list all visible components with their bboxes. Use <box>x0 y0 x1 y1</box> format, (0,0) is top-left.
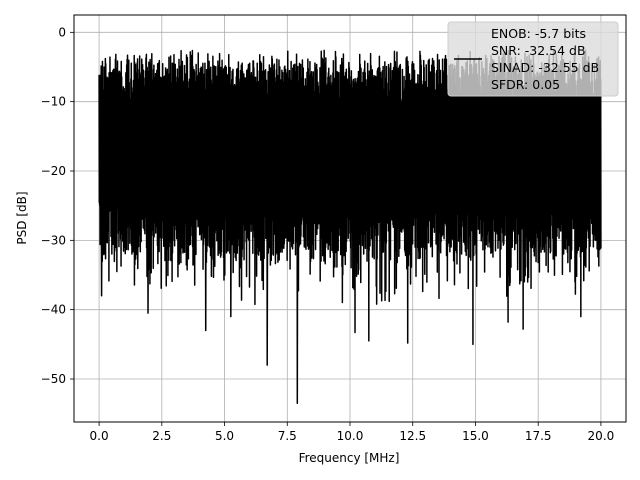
x-tick-label: 10.0 <box>337 429 364 443</box>
y-axis-label: PSD [dB] <box>15 191 29 244</box>
x-tick-label: 0.0 <box>90 429 109 443</box>
x-tick-label: 20.0 <box>588 429 615 443</box>
legend-box <box>447 21 619 97</box>
legend-snr: SNR: -32.54 dB <box>491 43 586 58</box>
legend-sinad: SINAD: -32.55 dB <box>491 60 599 75</box>
x-tick-label: 12.5 <box>399 429 426 443</box>
x-tick-label: 2.5 <box>152 429 171 443</box>
y-tick-label: −30 <box>41 233 66 247</box>
x-axis-label: Frequency [MHz] <box>299 451 400 465</box>
y-tick-label: −10 <box>41 95 66 109</box>
x-tick-label: 15.0 <box>462 429 489 443</box>
x-tick-label: 7.5 <box>278 429 297 443</box>
x-tick-label: 17.5 <box>525 429 552 443</box>
y-axis-ticks: 0 −10 −20 −30 −40 −50 <box>41 25 74 386</box>
y-tick-label: 0 <box>58 25 66 39</box>
legend: ENOB: -5.7 bits SNR: -32.54 dB SINAD: -3… <box>447 21 619 97</box>
y-tick-label: −40 <box>41 303 66 317</box>
legend-sfdr: SFDR: 0.05 <box>491 77 560 92</box>
y-tick-label: −20 <box>41 164 66 178</box>
legend-enob: ENOB: -5.7 bits <box>491 26 586 41</box>
psd-series-line <box>98 49 602 405</box>
x-tick-label: 5.0 <box>215 429 234 443</box>
x-axis-ticks: 0.0 2.5 5.0 7.5 10.0 12.5 15.0 17.5 20.0 <box>90 422 615 443</box>
y-tick-label: −50 <box>41 372 66 386</box>
plot-area <box>98 49 602 405</box>
